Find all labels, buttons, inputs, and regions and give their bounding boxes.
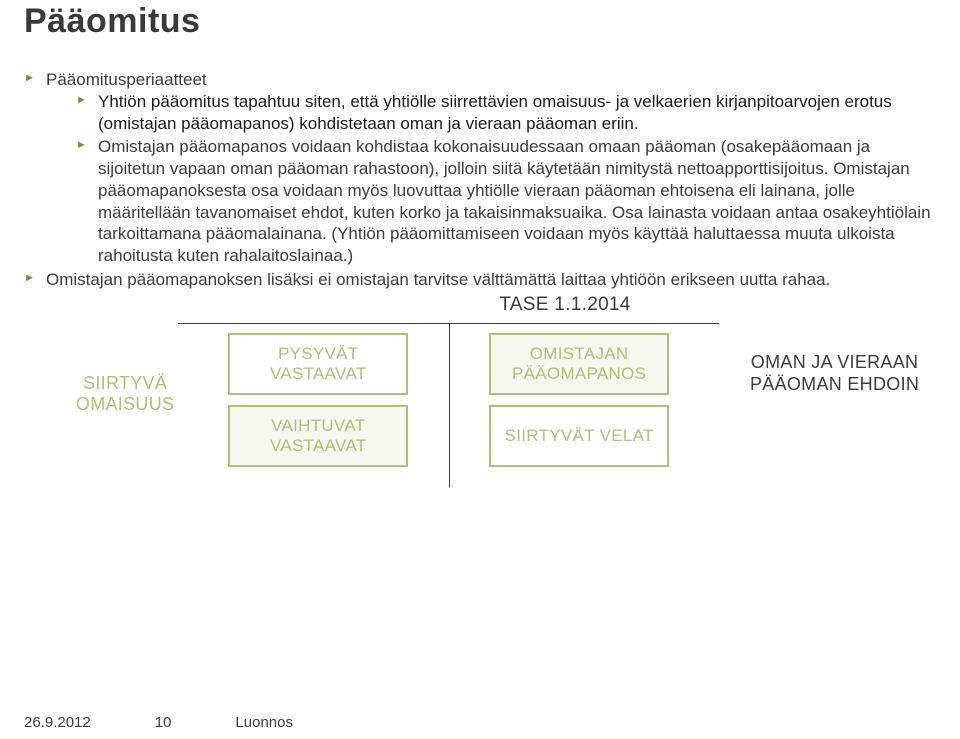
box-omistajan-paaomapanos: OMISTAJAN PÄÄOMAPANOS (489, 333, 669, 395)
page-title: Pääomitus (24, 0, 936, 41)
content-body: Pääomitusperiaatteet Yhtiön pääomitus ta… (24, 69, 936, 487)
footer: 26.9.2012 10 Luonnos (24, 714, 293, 731)
chart-left-label: SIIRTYVÄ OMAISUUS (72, 323, 178, 416)
bullet-l1-extra: Omistajan pääomapanoksen lisäksi ei omis… (24, 269, 936, 291)
box-vaihtuvat-vastaavat: VAIHTUVAT VASTAAVAT (228, 405, 408, 467)
chart-right-label: OMAN JA VIERAAN PÄÄOMAN EHDOIN (719, 323, 936, 396)
balance-chart: SIIRTYVÄ OMAISUUS PYSYVÄT VASTAAVAT VAIH… (72, 323, 936, 487)
bullet-l2-0: Yhtiön pääomitus tapahtuu siten, että yh… (76, 91, 936, 135)
footer-date: 26.9.2012 (24, 714, 91, 731)
box-pysyvat-vastaavat: PYSYVÄT VASTAAVAT (228, 333, 408, 395)
t-account: PYSYVÄT VASTAAVAT VAIHTUVAT VASTAAVAT OM… (178, 323, 719, 487)
chart-title: TASE 1.1.2014 (194, 293, 936, 317)
box-siirtyvat-velat: SIIRTYVÄT VELAT (489, 405, 669, 467)
footer-page: 10 (155, 714, 172, 731)
bullet-text: Pääomitusperiaatteet (46, 70, 207, 89)
bullet-text: Omistajan pääomapanoksen lisäksi ei omis… (46, 270, 830, 289)
bullet-l1-principles: Pääomitusperiaatteet Yhtiön pääomitus ta… (24, 69, 936, 267)
bullet-text: Yhtiön pääomitus tapahtuu siten, että yh… (98, 92, 892, 133)
bullet-text: Omistajan pääomapanos voidaan kohdistaa … (98, 137, 931, 265)
footer-status: Luonnos (235, 714, 293, 731)
bullet-l2-1: Omistajan pääomapanos voidaan kohdistaa … (76, 136, 936, 267)
